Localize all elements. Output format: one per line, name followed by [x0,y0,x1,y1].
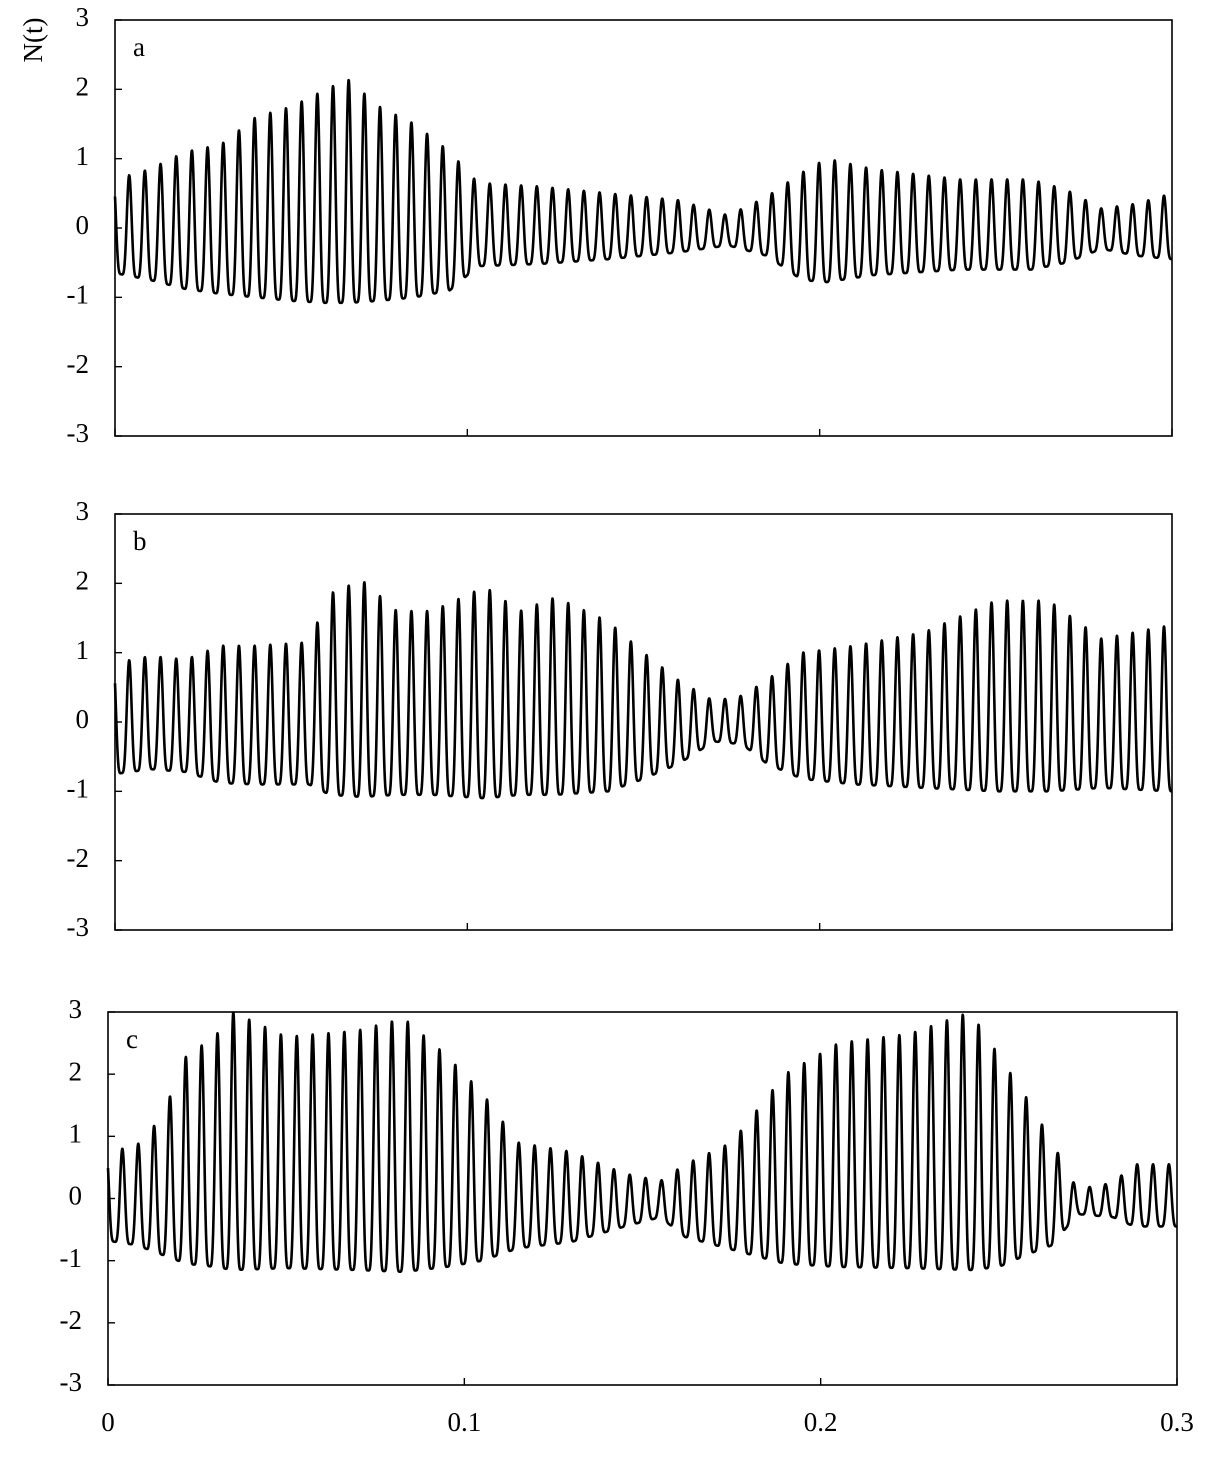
y-tick-label: 1 [76,635,90,665]
y-tick-label: 2 [76,566,90,596]
y-tick-label: 1 [69,1119,83,1149]
panel-label-b: b [133,526,147,556]
panel-label-a: a [133,32,145,62]
y-tick-label: -2 [67,843,90,873]
y-tick-label: -1 [67,280,90,310]
y-tick-label: -3 [67,418,90,448]
y-tick-label: 0 [76,704,90,734]
y-tick-label: -2 [60,1305,83,1335]
panel-a: 3 2 1 0 -1 -2 -3 a [67,2,1174,448]
series-line-b-0 [113,581,1174,800]
y-tick-label: -3 [67,912,90,942]
y-tick-label: -1 [60,1243,83,1273]
y-tick-label: 2 [76,72,90,102]
panels: 3 2 1 0 -1 -2 -3 a 3 2 1 0 -1 -2 -3 b 3 2 1 0 -1 -2 -3 0 0.1 0.2 0… [60,2,1194,1437]
y-tick-label: -3 [60,1367,83,1397]
y-tick-label: 3 [76,2,90,32]
y-tick-label: 2 [69,1056,83,1086]
x-tick-label: 0.2 [804,1407,838,1437]
y-tick-label: 1 [76,141,90,171]
series-line-c-0 [106,1011,1179,1274]
y-tick-label: 3 [76,496,90,526]
x-tick-label: 0.1 [447,1407,481,1437]
y-tick-label: 0 [76,210,90,240]
y-tick-label: -1 [67,774,90,804]
x-tick-label: 0.3 [1160,1407,1194,1437]
y-axis-label: N(t) [18,18,48,63]
panel-b: 3 2 1 0 -1 -2 -3 b [67,496,1174,942]
x-tick-label: 0 [101,1407,115,1437]
y-tick-label: -2 [67,349,90,379]
y-tick-label: 3 [69,994,83,1024]
panel-c: 3 2 1 0 -1 -2 -3 0 0.1 0.2 0.3 c [60,994,1194,1437]
y-tick-label: 0 [69,1181,83,1211]
panel-label-c: c [126,1024,138,1054]
series-line-a-0 [113,78,1174,305]
